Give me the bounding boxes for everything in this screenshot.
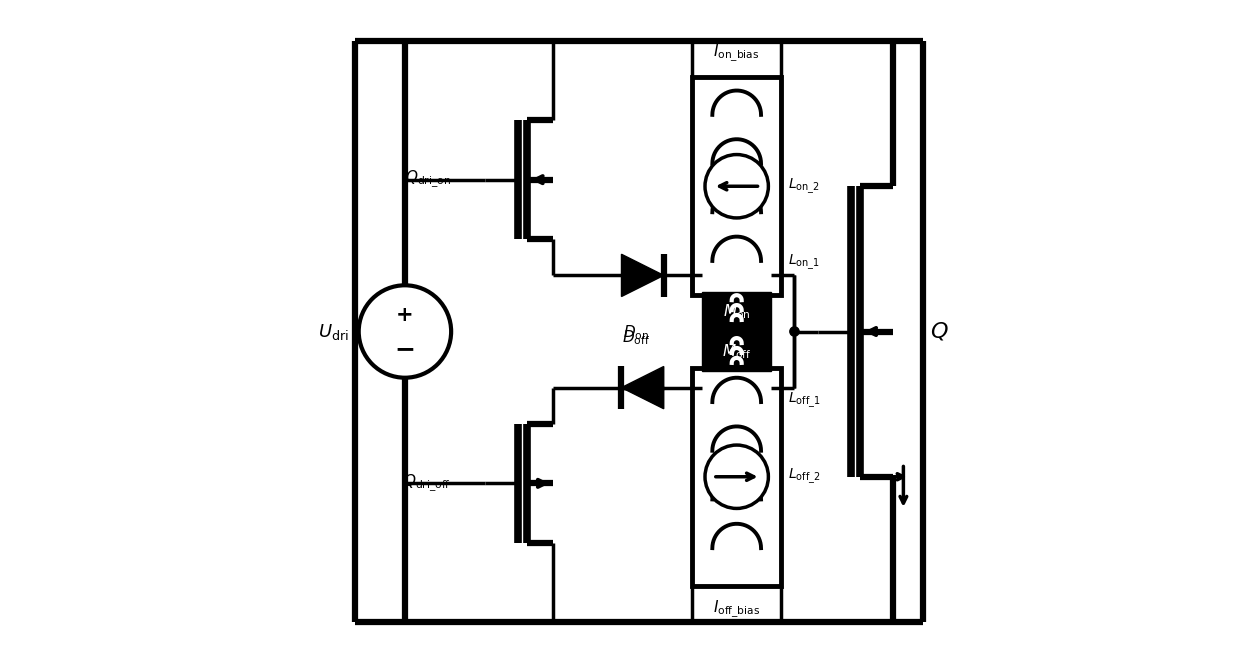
Bar [703,292,772,371]
Polygon shape [622,367,664,409]
Text: $\it{M}_\mathrm{on}$: $\it{M}_\mathrm{on}$ [722,302,751,321]
Text: $\it{Q}$: $\it{Q}$ [929,320,948,343]
Text: $\it{Q}_\mathrm{dri\_on}$: $\it{Q}_\mathrm{dri\_on}$ [405,169,451,190]
Circle shape [705,445,768,509]
Text: $\it{U}_\mathrm{dri}$: $\it{U}_\mathrm{dri}$ [318,322,349,341]
Text: $\it{Q}_\mathrm{dri\_off}$: $\it{Q}_\mathrm{dri\_off}$ [404,473,451,494]
Text: −: − [394,337,415,361]
Text: $\it{D}_\mathrm{off}$: $\it{D}_\mathrm{off}$ [622,328,650,347]
Text: $\it{D}_\mathrm{on}$: $\it{D}_\mathrm{on}$ [623,323,649,341]
Text: $\it{L}_\mathrm{on\_1}$: $\it{L}_\mathrm{on\_1}$ [788,253,820,272]
Circle shape [789,327,799,336]
Text: $\it{I}_\mathrm{on\_bias}$: $\it{I}_\mathrm{on\_bias}$ [714,43,760,64]
Text: +: + [396,305,414,325]
Text: $\it{L}_\mathrm{off\_1}$: $\it{L}_\mathrm{off\_1}$ [788,391,820,410]
Bar [693,368,782,585]
Bar [693,78,782,295]
Text: $\it{I}_\mathrm{off\_bias}$: $\it{I}_\mathrm{off\_bias}$ [714,599,761,620]
Polygon shape [622,254,664,296]
Text: $\it{M}_\mathrm{off}$: $\it{M}_\mathrm{off}$ [722,342,751,361]
Text: $\it{L}_\mathrm{off\_2}$: $\it{L}_\mathrm{off\_2}$ [788,467,820,487]
Circle shape [359,285,451,378]
Circle shape [705,154,768,218]
Text: $\it{L}_\mathrm{on\_2}$: $\it{L}_\mathrm{on\_2}$ [788,176,820,196]
